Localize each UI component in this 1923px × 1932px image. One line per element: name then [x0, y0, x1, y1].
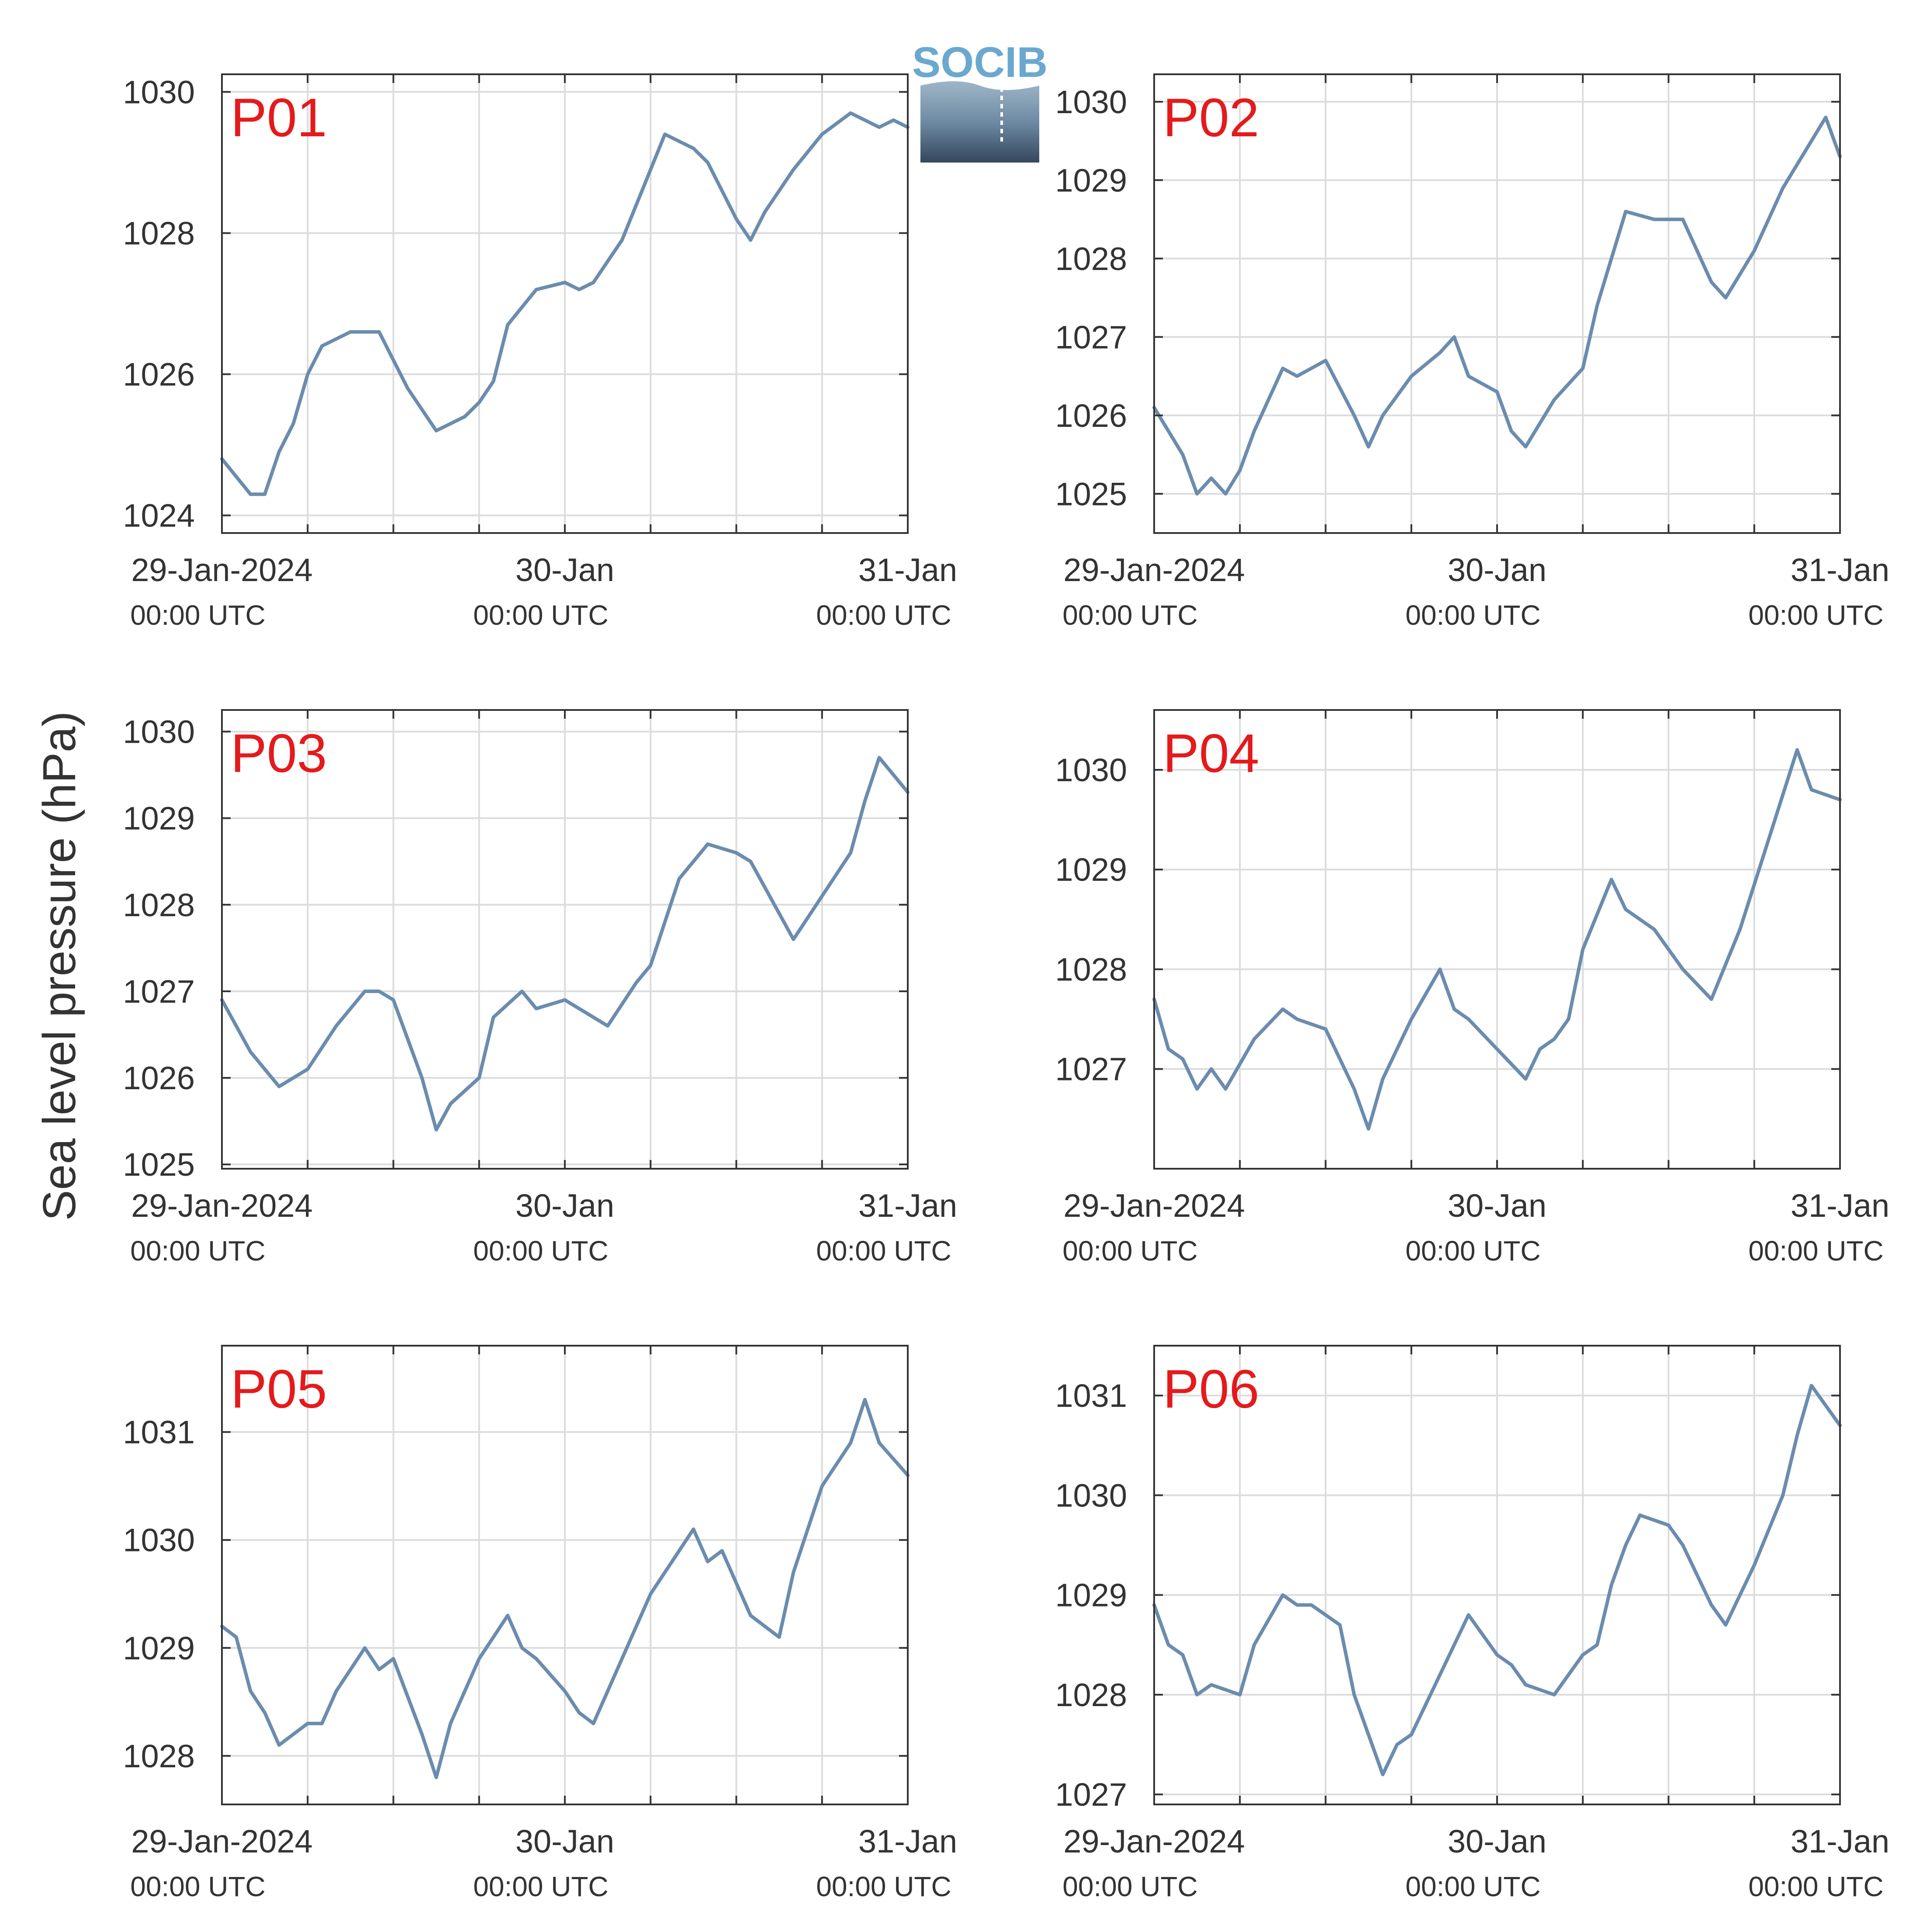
y-tick-label: 1031 [1055, 1378, 1127, 1414]
y-tick-label: 1029 [1055, 1577, 1127, 1613]
x-tick-label: 29-Jan-2024 [1063, 1188, 1245, 1224]
x-tick-label: 30-Jan [1448, 1188, 1546, 1224]
y-tick-label: 1026 [123, 357, 195, 393]
x-tick-label: 30-Jan [515, 1188, 614, 1224]
y-tick-label: 1028 [1055, 241, 1127, 277]
panel-label: P03 [231, 724, 327, 784]
x-tick-label: 31-Jan [858, 552, 957, 588]
x-tick-sublabel: 00:00 UTC [1405, 1235, 1540, 1267]
socib-logo-wave-icon [920, 81, 1039, 163]
y-tick-label: 1030 [1055, 1477, 1127, 1513]
x-tick-sublabel: 00:00 UTC [1062, 599, 1197, 631]
series-line-p04 [1152, 748, 1842, 1131]
x-tick-sublabel: 00:00 UTC [473, 1235, 608, 1267]
y-tick-label: 1030 [123, 1522, 195, 1558]
x-tick-label: 29-Jan-2024 [1063, 1823, 1245, 1859]
socib-logo-text: SOCIB [912, 38, 1048, 86]
panel-grid: 1024 1026 1028 1030 29-Jan-2024 00:00 UTC 30-J… [123, 73, 1889, 1902]
x-tick-label: 30-Jan [515, 1823, 614, 1859]
panel-label: P05 [231, 1359, 327, 1420]
chart-p06: 1027 1028 1029 1030 1031 29-Jan-2024 00:00 UTC… [1055, 1345, 1889, 1902]
x-tick-sublabel: 00:00 UTC [1405, 599, 1540, 631]
series-line-p06 [1152, 1384, 1842, 1776]
y-tick-label: 1030 [123, 714, 195, 750]
series-line-p05 [220, 1398, 910, 1780]
x-tick-label: 30-Jan [1448, 1823, 1546, 1859]
x-tick-label: 30-Jan [515, 552, 614, 588]
y-tick-label: 1025 [1055, 476, 1127, 512]
y-tick-label: 1026 [123, 1060, 195, 1096]
y-tick-label: 1029 [1055, 852, 1127, 888]
x-tick-label: 30-Jan [1448, 552, 1546, 588]
x-tick-label: 29-Jan-2024 [131, 552, 313, 588]
x-tick-label: 29-Jan-2024 [131, 1188, 313, 1224]
x-tick-label: 31-Jan [1791, 1823, 1889, 1859]
y-axis-label: Sea level pressure (hPa) [34, 711, 85, 1221]
x-tick-label: 31-Jan [1791, 1188, 1889, 1224]
x-tick-sublabel: 00:00 UTC [130, 1871, 265, 1902]
y-tick-label: 1028 [123, 887, 195, 923]
x-tick-label: 31-Jan [858, 1188, 957, 1224]
series-line-p02 [1152, 115, 1842, 496]
x-tick-sublabel: 00:00 UTC [1062, 1871, 1197, 1902]
y-tick-label: 1028 [123, 215, 195, 251]
x-tick-sublabel: 00:00 UTC [1748, 599, 1883, 631]
x-tick-sublabel: 00:00 UTC [130, 1235, 265, 1267]
x-tick-label: 29-Jan-2024 [1063, 552, 1245, 588]
y-tick-label: 1028 [1055, 1677, 1127, 1713]
y-tick-label: 1026 [1055, 398, 1127, 434]
series-line-p03 [220, 756, 910, 1132]
x-tick-sublabel: 00:00 UTC [816, 1235, 951, 1267]
y-tick-label: 1031 [123, 1414, 195, 1451]
panel-label: P04 [1163, 724, 1259, 784]
x-tick-label: 29-Jan-2024 [131, 1823, 313, 1859]
panel-label: P01 [231, 88, 327, 148]
y-tick-label: 1030 [1055, 84, 1127, 120]
y-tick-label: 1029 [123, 800, 195, 837]
y-tick-label: 1030 [1055, 752, 1127, 788]
x-tick-sublabel: 00:00 UTC [1405, 1871, 1540, 1902]
y-tick-label: 1027 [123, 973, 195, 1010]
y-tick-label: 1030 [123, 74, 195, 110]
y-tick-label: 1028 [123, 1738, 195, 1774]
socib-logo: SOCIB [912, 38, 1048, 163]
x-tick-sublabel: 00:00 UTC [816, 599, 951, 631]
x-tick-sublabel: 00:00 UTC [1748, 1235, 1883, 1267]
y-tick-label: 1024 [123, 498, 195, 534]
chart-p04: 1027 1028 1029 1030 29-Jan-2024 00:00 UTC 30-J… [1055, 709, 1889, 1267]
x-tick-label: 31-Jan [858, 1823, 957, 1859]
chart-p03: 1025 1026 1027 1028 1029 1030 29-Jan-2024 00:00… [123, 709, 957, 1267]
y-tick-label: 1028 [1055, 951, 1127, 987]
x-tick-sublabel: 00:00 UTC [816, 1871, 951, 1902]
x-tick-sublabel: 00:00 UTC [473, 1871, 608, 1902]
y-tick-label: 1027 [1055, 1051, 1127, 1087]
chart-p02: 1025 1026 1027 1028 1029 1030 29-Jan-2024 00:00… [1055, 73, 1889, 631]
y-tick-label: 1029 [123, 1630, 195, 1666]
y-tick-label: 1025 [123, 1146, 195, 1183]
x-tick-sublabel: 00:00 UTC [130, 599, 265, 631]
y-tick-label: 1029 [1055, 162, 1127, 198]
y-tick-label: 1027 [1055, 319, 1127, 355]
series-line-p01 [220, 111, 910, 496]
panel-label: P02 [1163, 88, 1259, 148]
y-tick-label: 1027 [1055, 1776, 1127, 1813]
chart-p01: 1024 1026 1028 1030 29-Jan-2024 00:00 UTC 30-J… [123, 73, 957, 631]
x-tick-sublabel: 00:00 UTC [1748, 1871, 1883, 1902]
panel-label: P06 [1163, 1359, 1259, 1420]
chart-p05: 1028 1029 1030 1031 29-Jan-2024 00:00 UTC 30-J… [123, 1345, 957, 1902]
x-tick-label: 31-Jan [1791, 552, 1889, 588]
x-tick-sublabel: 00:00 UTC [1062, 1235, 1197, 1267]
x-tick-sublabel: 00:00 UTC [473, 599, 608, 631]
